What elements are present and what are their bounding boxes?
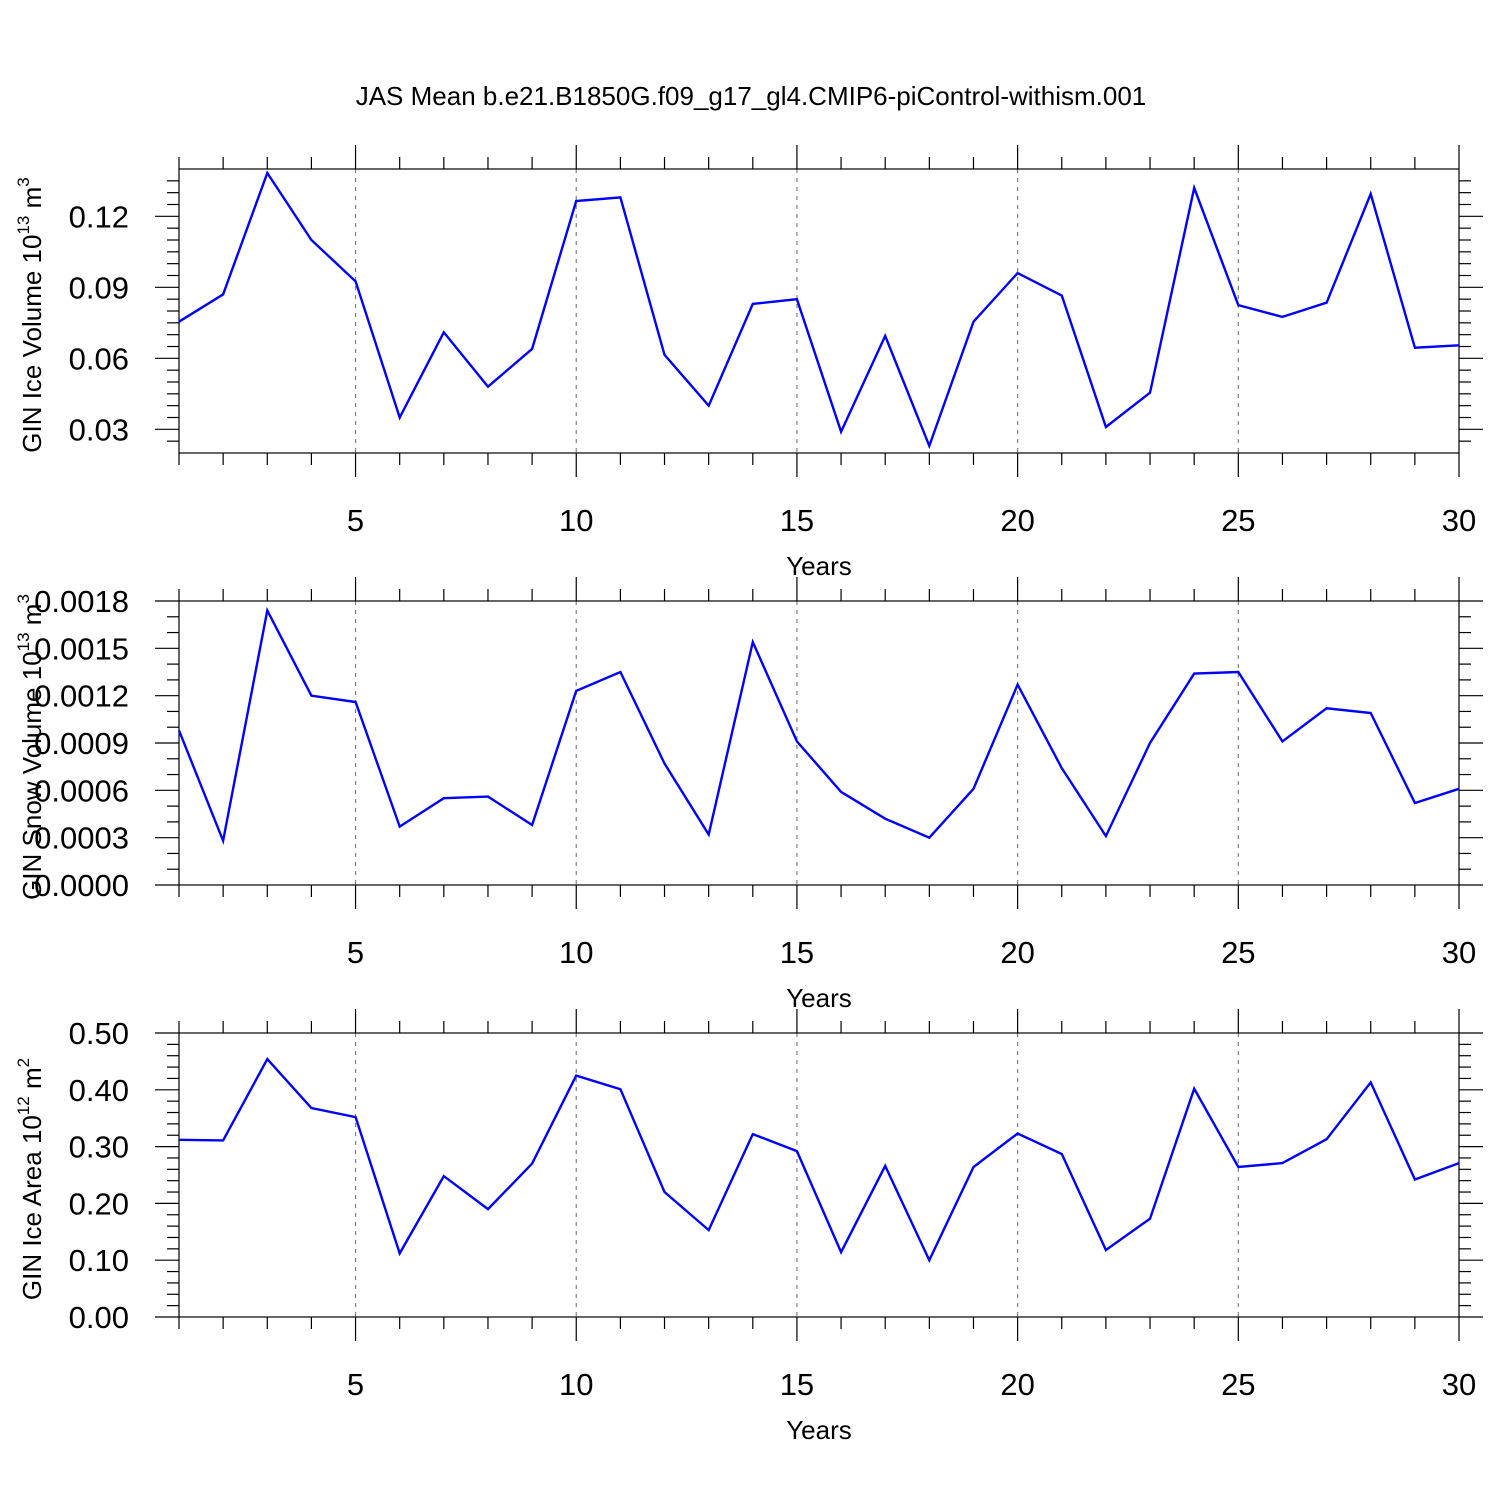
data-series-line (177, 606, 1460, 846)
x-tick-label: 20 (1000, 503, 1034, 538)
chart-panel-1: 5 10 15 20 25 30 0.03 0.06 0.09 0.12 Years GIN Ice … (14, 145, 1483, 581)
y-axis-label: GIN Ice Area 1012 m2 (14, 1058, 47, 1300)
data-series-line (178, 170, 1460, 450)
figure-title: JAS Mean b.e21.B1850G.f09_g17_gl4.CMIP6-… (356, 81, 1147, 111)
x-tick-label: 30 (1442, 503, 1476, 538)
y-tick-label: 0.0018 (34, 584, 129, 619)
x-axis-label: Years (786, 1415, 852, 1445)
y-axis-label: GIN Ice Volume 1013 m3 (14, 177, 47, 453)
chart-panel-3: 5 10 15 20 25 30 0.00 0.10 0.20 0.30 0.40 0.50 Years… (14, 1009, 1483, 1445)
y-axis-label-superscript: 13 (14, 632, 33, 651)
y-tick-label: 0.06 (69, 341, 129, 376)
y-axis-label-text: m (17, 187, 47, 216)
y-axis-label-text: m (17, 604, 47, 633)
y-axis-label: GIN Snow Volume 1013 m3 (14, 594, 47, 900)
data-series-line (178, 1057, 1460, 1264)
x-tick-label: 25 (1221, 1367, 1255, 1402)
x-tick-label: 10 (559, 503, 593, 538)
x-tick-label: 5 (347, 935, 364, 970)
x-axis-label: Years (786, 551, 852, 581)
y-tick-label: 0.50 (69, 1016, 129, 1051)
plot-frame (178, 168, 1460, 454)
y-tick-label: 0.00 (69, 1300, 129, 1335)
y-tick-label: 0.0003 (34, 821, 129, 856)
y-axis-label-superscript: 2 (14, 1058, 33, 1067)
y-tick-label: 0.20 (69, 1186, 129, 1221)
y-tick-label: 0.09 (69, 270, 129, 305)
y-axis-label-superscript: 13 (14, 216, 33, 235)
chart-panel-2: 5 10 15 20 25 30 0.0000 0.0003 0.0006 0.0009 0.001… (14, 577, 1483, 1013)
y-axis-label-text: GIN Snow Volume 10 (17, 651, 47, 900)
x-tick-label: 10 (559, 935, 593, 970)
x-tick-label: 5 (347, 503, 364, 538)
y-tick-label: 0.12 (69, 199, 129, 234)
y-tick-label: 0.0006 (34, 773, 129, 808)
x-tick-label: 30 (1442, 1367, 1476, 1402)
x-tick-label: 15 (780, 935, 814, 970)
plot-frame (178, 1032, 1460, 1318)
x-tick-label: 30 (1442, 935, 1476, 970)
y-tick-label: 0.10 (69, 1243, 129, 1278)
x-tick-label: 15 (780, 503, 814, 538)
x-tick-label: 15 (780, 1367, 814, 1402)
y-tick-label: 0.40 (69, 1073, 129, 1108)
y-tick-label: 0.0012 (34, 679, 129, 714)
y-axis-label-superscript: 12 (14, 1096, 33, 1115)
x-axis-label: Years (786, 983, 852, 1013)
y-axis-label-superscript: 3 (14, 594, 33, 603)
y-tick-label: 0.30 (69, 1130, 129, 1165)
y-tick-label: 0.0000 (34, 868, 129, 903)
x-tick-label: 25 (1221, 935, 1255, 970)
y-axis-label-text: GIN Ice Volume 10 (17, 235, 47, 453)
x-tick-label: 20 (1000, 1367, 1034, 1402)
y-axis-label-text: GIN Ice Area 10 (17, 1115, 47, 1300)
x-tick-label: 5 (347, 1367, 364, 1402)
x-tick-label: 10 (559, 1367, 593, 1402)
x-tick-label: 20 (1000, 935, 1034, 970)
y-axis-label-superscript: 3 (14, 177, 33, 186)
y-axis-label-text: m (17, 1067, 47, 1096)
x-tick-label: 25 (1221, 503, 1255, 538)
y-tick-label: 0.0009 (34, 726, 129, 761)
y-tick-label: 0.0015 (34, 631, 129, 666)
y-tick-label: 0.03 (69, 412, 129, 447)
